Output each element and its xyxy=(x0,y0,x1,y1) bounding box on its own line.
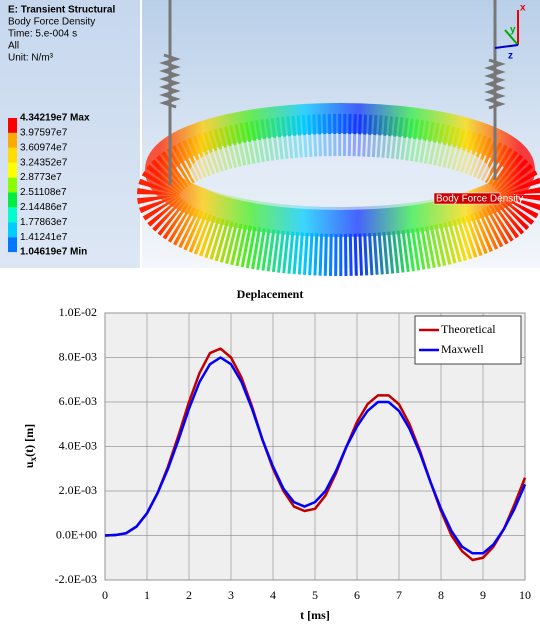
x-tick-label: 9 xyxy=(480,588,486,602)
x-tick-label: 10 xyxy=(519,588,531,602)
y-label-main: u xyxy=(22,461,36,468)
legend-label: 2.14486e7 xyxy=(20,202,68,213)
y-tick-label: 6.0E-03 xyxy=(59,394,97,408)
legend-label: Theoretical xyxy=(441,322,496,336)
legend-label: 3.60974e7 xyxy=(20,142,68,153)
x-tick-label: 6 xyxy=(354,588,360,602)
probe-box xyxy=(433,192,501,205)
legend-swatch xyxy=(8,132,17,148)
legend-swatch xyxy=(8,222,17,238)
y-tick-label: 4.0E-03 xyxy=(59,438,97,452)
series-line xyxy=(104,347,527,562)
legend-swatch xyxy=(8,177,17,193)
x-tick-label: 5 xyxy=(312,588,318,602)
legend-box xyxy=(414,315,522,365)
legend-swatch xyxy=(8,237,17,253)
legend-swatch xyxy=(8,207,17,223)
x-tick-label: 2 xyxy=(186,588,192,602)
ansys-title: E: Transient Structural xyxy=(8,5,115,16)
y-tick-label: 8.0E-03 xyxy=(59,349,97,363)
x-tick-label: 3 xyxy=(228,588,234,602)
legend-swatch xyxy=(8,147,17,163)
y-tick-label: 1.0E-02 xyxy=(59,305,97,319)
ansys-info: Time: 5.e-004 s xyxy=(8,29,77,40)
springs xyxy=(159,0,506,185)
y-tick-label: 2.0E-03 xyxy=(59,483,97,497)
x-tick-label: 8 xyxy=(438,588,444,602)
legend-panel xyxy=(0,0,140,268)
x-tick-label: 4 xyxy=(270,588,276,602)
y-tick-label: 0.0E+00 xyxy=(56,527,97,541)
x-tick-label: 7 xyxy=(396,588,402,602)
legend-label: Maxwell xyxy=(441,342,484,356)
legend-swatch xyxy=(8,192,17,208)
legend-label: 1.77863e7 xyxy=(20,217,68,228)
legend-label: 2.8773e7 xyxy=(20,172,62,183)
triad-label: x xyxy=(520,3,526,14)
y-tick-label: -2.0E-03 xyxy=(55,572,97,586)
legend-label: 1.41241e7 xyxy=(20,232,68,243)
axis-triad xyxy=(494,10,519,49)
ansys-info: Body Force Density xyxy=(8,17,95,28)
legend-swatch xyxy=(8,162,17,178)
triad-label: y xyxy=(510,25,516,36)
ansys-info: Unit: N/m³ xyxy=(8,53,54,64)
y-axis-label: ux(t) [m] xyxy=(22,424,38,468)
x-tick-label: 1 xyxy=(144,588,150,602)
ring-model xyxy=(137,103,540,276)
ansys-info: All xyxy=(8,41,19,52)
y-label-sub: x xyxy=(28,456,38,461)
legend-label: 2.51108e7 xyxy=(20,187,67,198)
legend-label: 1.04619e7 Min xyxy=(20,247,87,258)
legend-label: 4.34219e7 Max xyxy=(20,113,90,124)
x-tick-label: 0 xyxy=(102,588,108,602)
legend-label: 3.97597e7 xyxy=(20,128,68,139)
y-label-rest: (t) [m] xyxy=(22,424,36,457)
triad-label: z xyxy=(508,51,513,62)
x-axis-label: t [ms] xyxy=(300,608,330,622)
chart-title: Deplacement xyxy=(237,287,304,301)
legend-label: 3.24352e7 xyxy=(20,157,68,168)
legend-swatch xyxy=(8,118,17,133)
series-line xyxy=(104,356,527,555)
probe-label: Body Force Density xyxy=(436,194,523,205)
